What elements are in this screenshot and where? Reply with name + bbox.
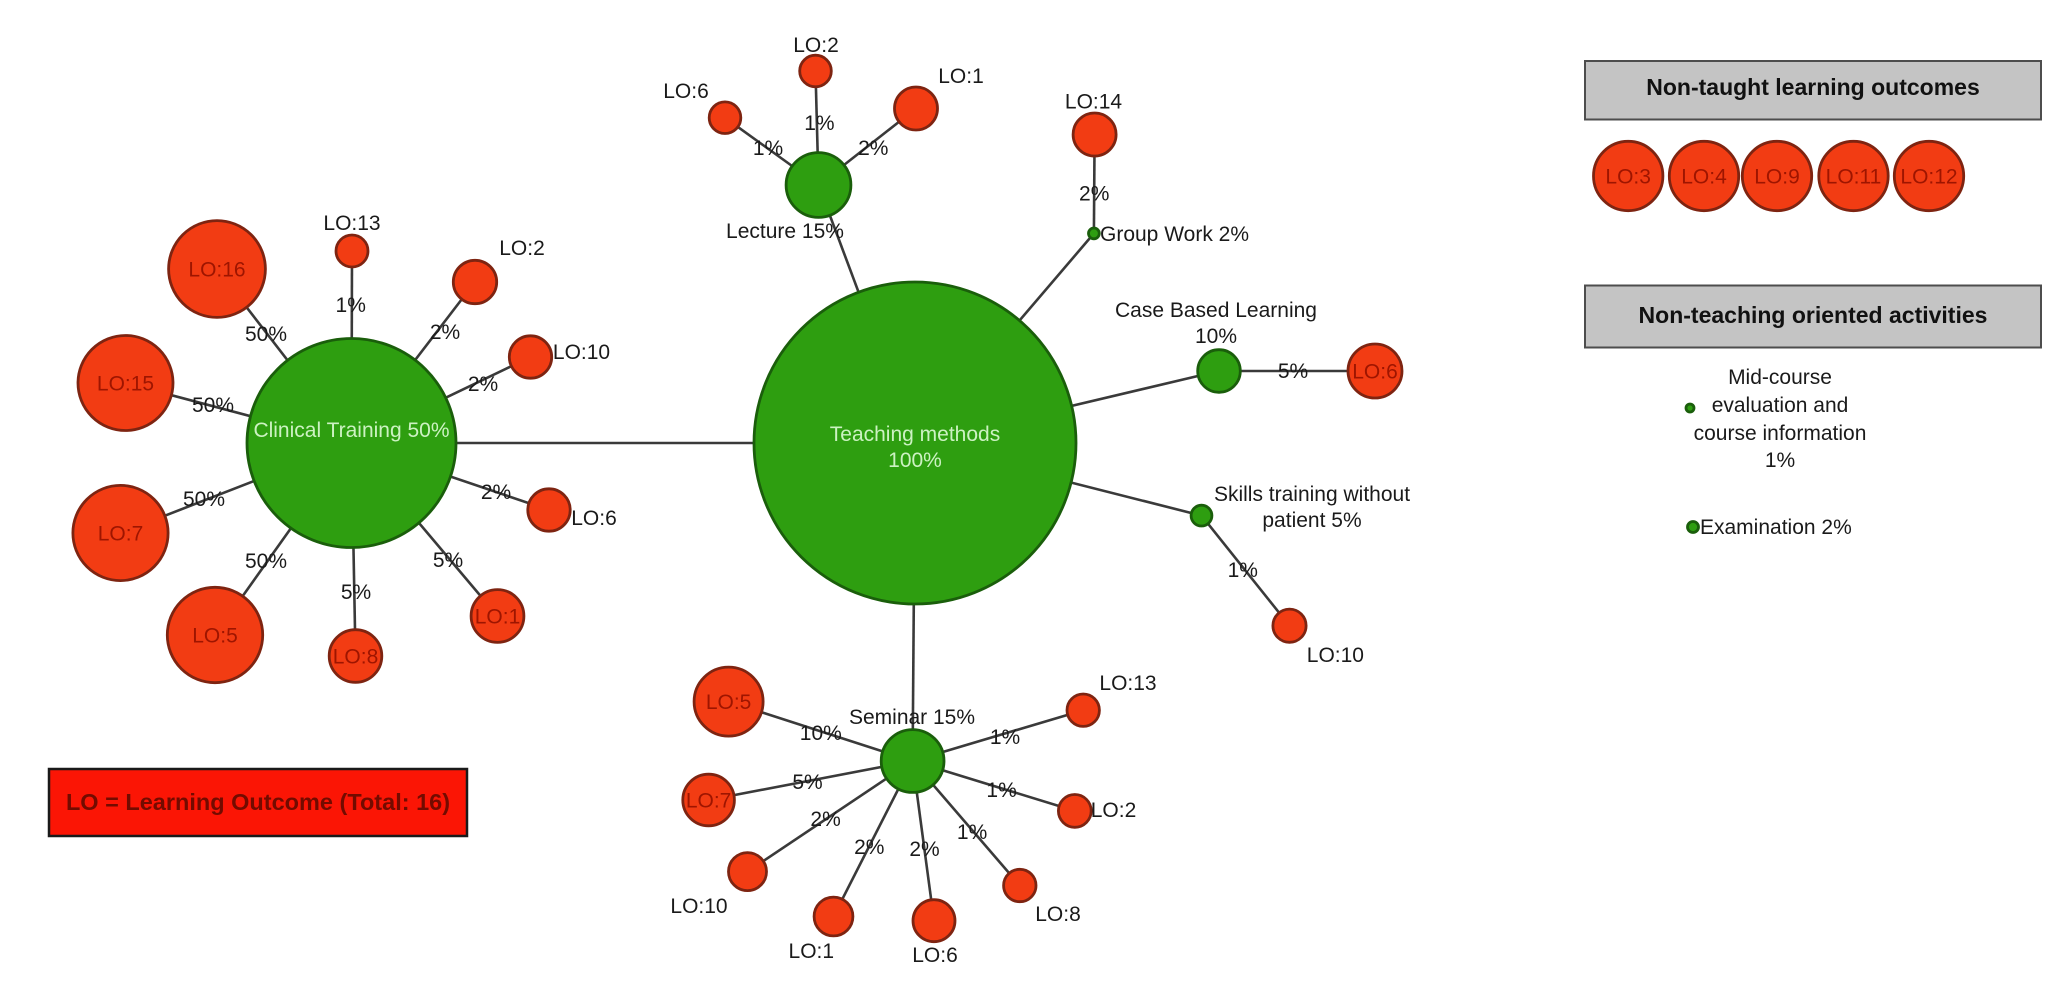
svg-text:LO:13: LO:13 [323,212,380,235]
svg-text:LO:7: LO:7 [686,790,732,813]
svg-text:LO:8: LO:8 [333,646,379,669]
svg-text:LO:6: LO:6 [663,80,709,103]
svg-text:patient 5%: patient 5% [1262,509,1361,532]
svg-text:evaluation and: evaluation and [1712,394,1849,417]
svg-text:LO:6: LO:6 [571,507,617,530]
svg-text:Group Work 2%: Group Work 2% [1100,223,1249,246]
svg-text:50%: 50% [183,488,225,511]
svg-text:50%: 50% [192,394,234,417]
svg-text:LO:10: LO:10 [1307,644,1364,667]
svg-text:LO:1: LO:1 [475,606,521,629]
svg-text:LO:6: LO:6 [912,944,958,967]
svg-text:LO:4: LO:4 [1681,166,1727,189]
svg-text:2%: 2% [481,481,511,504]
svg-text:LO:13: LO:13 [1099,672,1156,695]
svg-text:LO = Learning Outcome (Total:: LO = Learning Outcome (Total: 16) [66,789,450,815]
svg-text:10%: 10% [800,722,842,745]
svg-text:Case Based Learning: Case Based Learning [1115,299,1317,322]
svg-text:2%: 2% [430,321,460,344]
svg-text:1%: 1% [804,112,834,135]
svg-text:1%: 1% [753,137,783,160]
svg-text:1%: 1% [990,726,1020,749]
svg-text:LO:5: LO:5 [192,625,238,648]
svg-text:course information: course information [1694,422,1867,445]
svg-text:10%: 10% [1195,325,1237,348]
svg-text:5%: 5% [1278,360,1308,383]
svg-text:2%: 2% [858,137,888,160]
svg-text:LO:2: LO:2 [1091,799,1137,822]
svg-text:1%: 1% [336,294,366,317]
svg-text:5%: 5% [433,549,463,572]
svg-text:1%: 1% [986,779,1016,802]
svg-text:Lecture 15%: Lecture 15% [726,220,844,243]
svg-text:5%: 5% [341,581,371,604]
svg-text:5%: 5% [792,771,822,794]
svg-text:LO:8: LO:8 [1035,903,1081,926]
svg-text:Examination 2%: Examination 2% [1700,516,1852,539]
svg-text:LO:15: LO:15 [97,373,154,396]
svg-text:2%: 2% [909,838,939,861]
svg-text:100%: 100% [888,449,942,472]
svg-text:LO:12: LO:12 [1900,166,1957,189]
svg-text:2%: 2% [1079,183,1109,206]
svg-text:LO:1: LO:1 [938,65,984,88]
svg-text:LO:2: LO:2 [499,237,545,260]
svg-text:LO:16: LO:16 [188,259,245,282]
svg-text:LO:14: LO:14 [1065,91,1123,114]
svg-text:1%: 1% [1228,559,1258,582]
svg-text:LO:2: LO:2 [793,34,839,57]
svg-text:2%: 2% [468,373,498,396]
svg-text:Skills training without: Skills training without [1214,483,1410,506]
svg-text:2%: 2% [854,836,884,859]
svg-text:LO:10: LO:10 [670,895,727,918]
svg-text:Seminar 15%: Seminar 15% [849,706,975,729]
svg-text:50%: 50% [245,323,287,346]
svg-text:LO:10: LO:10 [553,341,610,364]
svg-text:Non-taught learning outcomes: Non-taught learning outcomes [1646,74,1980,100]
svg-text:Mid-course: Mid-course [1728,366,1832,389]
svg-text:Clinical Training 50%: Clinical Training 50% [253,419,449,442]
svg-text:Teaching methods: Teaching methods [830,423,1000,446]
svg-text:LO:11: LO:11 [1826,166,1882,189]
svg-text:2%: 2% [810,808,840,831]
svg-text:1%: 1% [1765,449,1795,472]
svg-text:LO:9: LO:9 [1754,166,1800,189]
svg-text:1%: 1% [957,821,987,844]
svg-text:LO:7: LO:7 [98,523,144,546]
svg-text:LO:6: LO:6 [1352,361,1398,384]
svg-text:50%: 50% [245,550,287,573]
svg-text:LO:5: LO:5 [706,691,752,714]
svg-text:Non-teaching oriented activiti: Non-teaching oriented activities [1639,302,1988,328]
svg-text:LO:3: LO:3 [1605,166,1651,189]
svg-text:LO:1: LO:1 [789,940,835,963]
